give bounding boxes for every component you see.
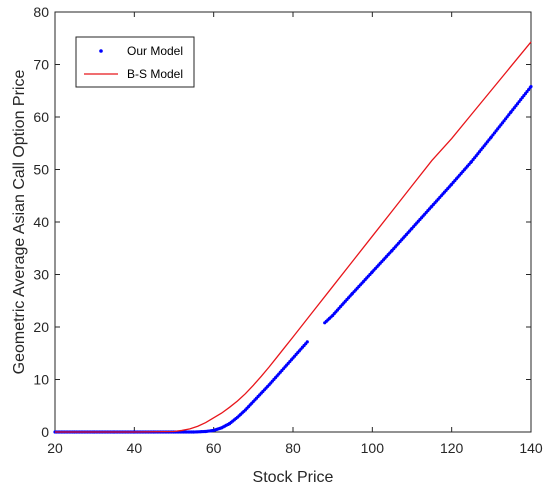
y-axis-label: Geometric Average Asian Call Option Pric… <box>11 70 28 375</box>
y-tick-label: 80 <box>33 4 49 20</box>
x-tick-label: 120 <box>440 440 464 456</box>
series-layer <box>53 41 533 434</box>
y-tick-label: 0 <box>41 424 49 440</box>
legend-box <box>75 36 195 88</box>
y-tick-label: 30 <box>33 267 49 283</box>
legend-label-our-model: Our Model <box>127 44 183 58</box>
y-tick-label: 70 <box>33 57 49 73</box>
axis-ticks: 20 40 60 80 100 120 140 0 10 20 30 40 50 60 70 80 <box>33 4 542 456</box>
x-axis-label: Stock Price <box>253 469 334 486</box>
data-point <box>529 84 533 89</box>
y-tick-label: 50 <box>33 162 49 178</box>
x-tick-label: 140 <box>519 440 543 456</box>
y-tick-label: 20 <box>33 319 49 335</box>
x-tick-label: 20 <box>47 440 63 456</box>
legend: Our Model B-S Model <box>75 36 195 88</box>
legend-label-bs-model: B-S Model <box>127 67 183 81</box>
x-tick-label: 60 <box>206 440 222 456</box>
legend-marker-our-model <box>99 49 103 53</box>
y-tick-label: 40 <box>33 214 49 230</box>
data-point <box>305 340 309 344</box>
y-tick-label: 60 <box>33 109 49 125</box>
y-tick-label: 10 <box>33 372 49 388</box>
x-tick-label: 80 <box>285 440 301 456</box>
series-line-b-s-model <box>55 41 532 433</box>
x-tick-label: 100 <box>361 440 385 456</box>
x-tick-label: 40 <box>127 440 143 456</box>
